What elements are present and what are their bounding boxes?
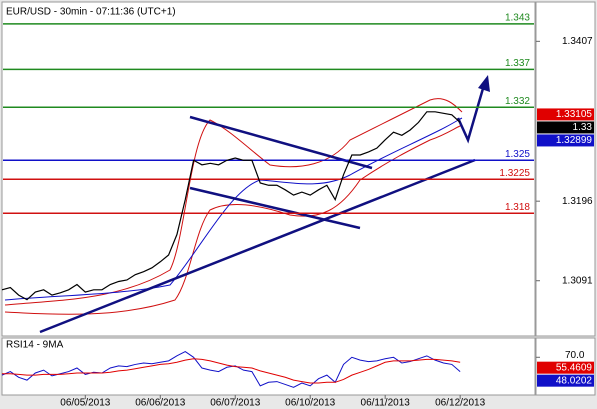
level-label: 1.3225: [499, 168, 530, 179]
x-tick-label: 06/07/2013: [210, 398, 260, 409]
x-tick-label: 06/10/2013: [285, 398, 335, 409]
level-label: 1.343: [505, 13, 530, 24]
x-tick-label: 06/12/2013: [435, 398, 485, 409]
y-tick-label: 70.0: [565, 350, 585, 361]
drawings: [4, 75, 490, 334]
level-label: 1.325: [505, 149, 530, 160]
price-panel: [1, 1, 536, 337]
rsi-title: RSI14 - 9MA: [6, 340, 64, 351]
level-label: 1.337: [505, 58, 530, 69]
x-tick-label: 06/11/2013: [361, 398, 411, 409]
moving-average: [4, 117, 463, 301]
x-tick-label: 06/05/2013: [60, 398, 110, 409]
price-box-label: 1.33: [573, 122, 593, 133]
x-tick-label: 06/06/2013: [135, 398, 185, 409]
price-box: [537, 374, 594, 387]
price-box-label: 48.0202: [556, 375, 593, 386]
price-box: [537, 108, 594, 121]
lower-band: [4, 124, 463, 315]
rsi-line: [2, 358, 461, 384]
level-label: 1.318: [505, 202, 530, 213]
price-box: [537, 361, 594, 374]
price-box: [537, 134, 594, 147]
trend-line: [189, 186, 361, 230]
projection-arrow: [456, 84, 486, 144]
arrow-head: [478, 75, 490, 92]
level-label: 1.332: [505, 96, 530, 107]
price-box: [537, 121, 594, 134]
y-tick-label: 1.3196: [562, 196, 593, 207]
rsi-line: [1, 350, 461, 388]
price-axis: [535, 1, 596, 337]
chart-title: EUR/USD - 30min - 07:11:36 (UTC+1): [6, 7, 176, 18]
y-tick-label: 1.3091: [562, 275, 593, 286]
price-box-label: 1.32899: [556, 135, 593, 146]
y-tick-label: 1.3407: [562, 36, 593, 47]
price-box-label: 1.33105: [556, 109, 593, 120]
price-box-label: 55.4609: [556, 362, 593, 373]
rsi-panel: [1, 337, 536, 396]
price-line: [1, 111, 461, 301]
trend-line: [39, 158, 476, 334]
trend-line: [189, 115, 373, 170]
